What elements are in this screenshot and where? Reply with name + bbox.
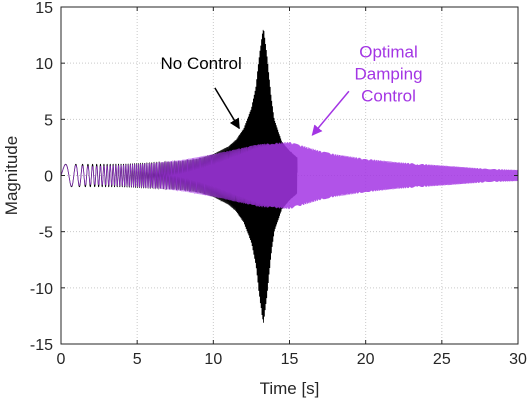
x-tick-label: 10 xyxy=(204,351,222,368)
y-tick-label: 0 xyxy=(44,169,53,186)
x-tick-label: 0 xyxy=(57,351,66,368)
y-tick-label: -15 xyxy=(30,337,53,354)
x-tick-label: 20 xyxy=(357,351,375,368)
series-line-1 xyxy=(60,141,519,210)
x-tick-label: 25 xyxy=(433,351,451,368)
optimal-control-arrow xyxy=(311,90,350,136)
y-axis-label: Magnitude xyxy=(2,136,21,215)
series-group xyxy=(60,29,519,323)
y-tick-label: 10 xyxy=(35,56,53,73)
x-axis-label: Time [s] xyxy=(260,379,320,398)
x-tick-label: 15 xyxy=(281,351,299,368)
annotation-label-line: Optimal xyxy=(359,43,418,62)
annotation-label-line: Control xyxy=(361,87,416,106)
y-tick-label: -10 xyxy=(30,281,53,298)
annotation-label-line: Damping xyxy=(354,65,422,84)
y-tick-label: -5 xyxy=(39,225,53,242)
x-tick-label: 5 xyxy=(133,351,142,368)
annotations: No Control Optimal Damping Control xyxy=(161,43,423,136)
no-control-arrow xyxy=(214,87,240,130)
x-tick-label: 30 xyxy=(509,351,527,368)
annotation-label: No Control xyxy=(161,54,242,73)
y-tick-label: 15 xyxy=(35,0,53,17)
y-tick-label: 5 xyxy=(44,112,53,129)
tick-labels: 0 5 10 15 20 25 30 -15 -10 -5 0 5 10 15 xyxy=(30,0,527,368)
